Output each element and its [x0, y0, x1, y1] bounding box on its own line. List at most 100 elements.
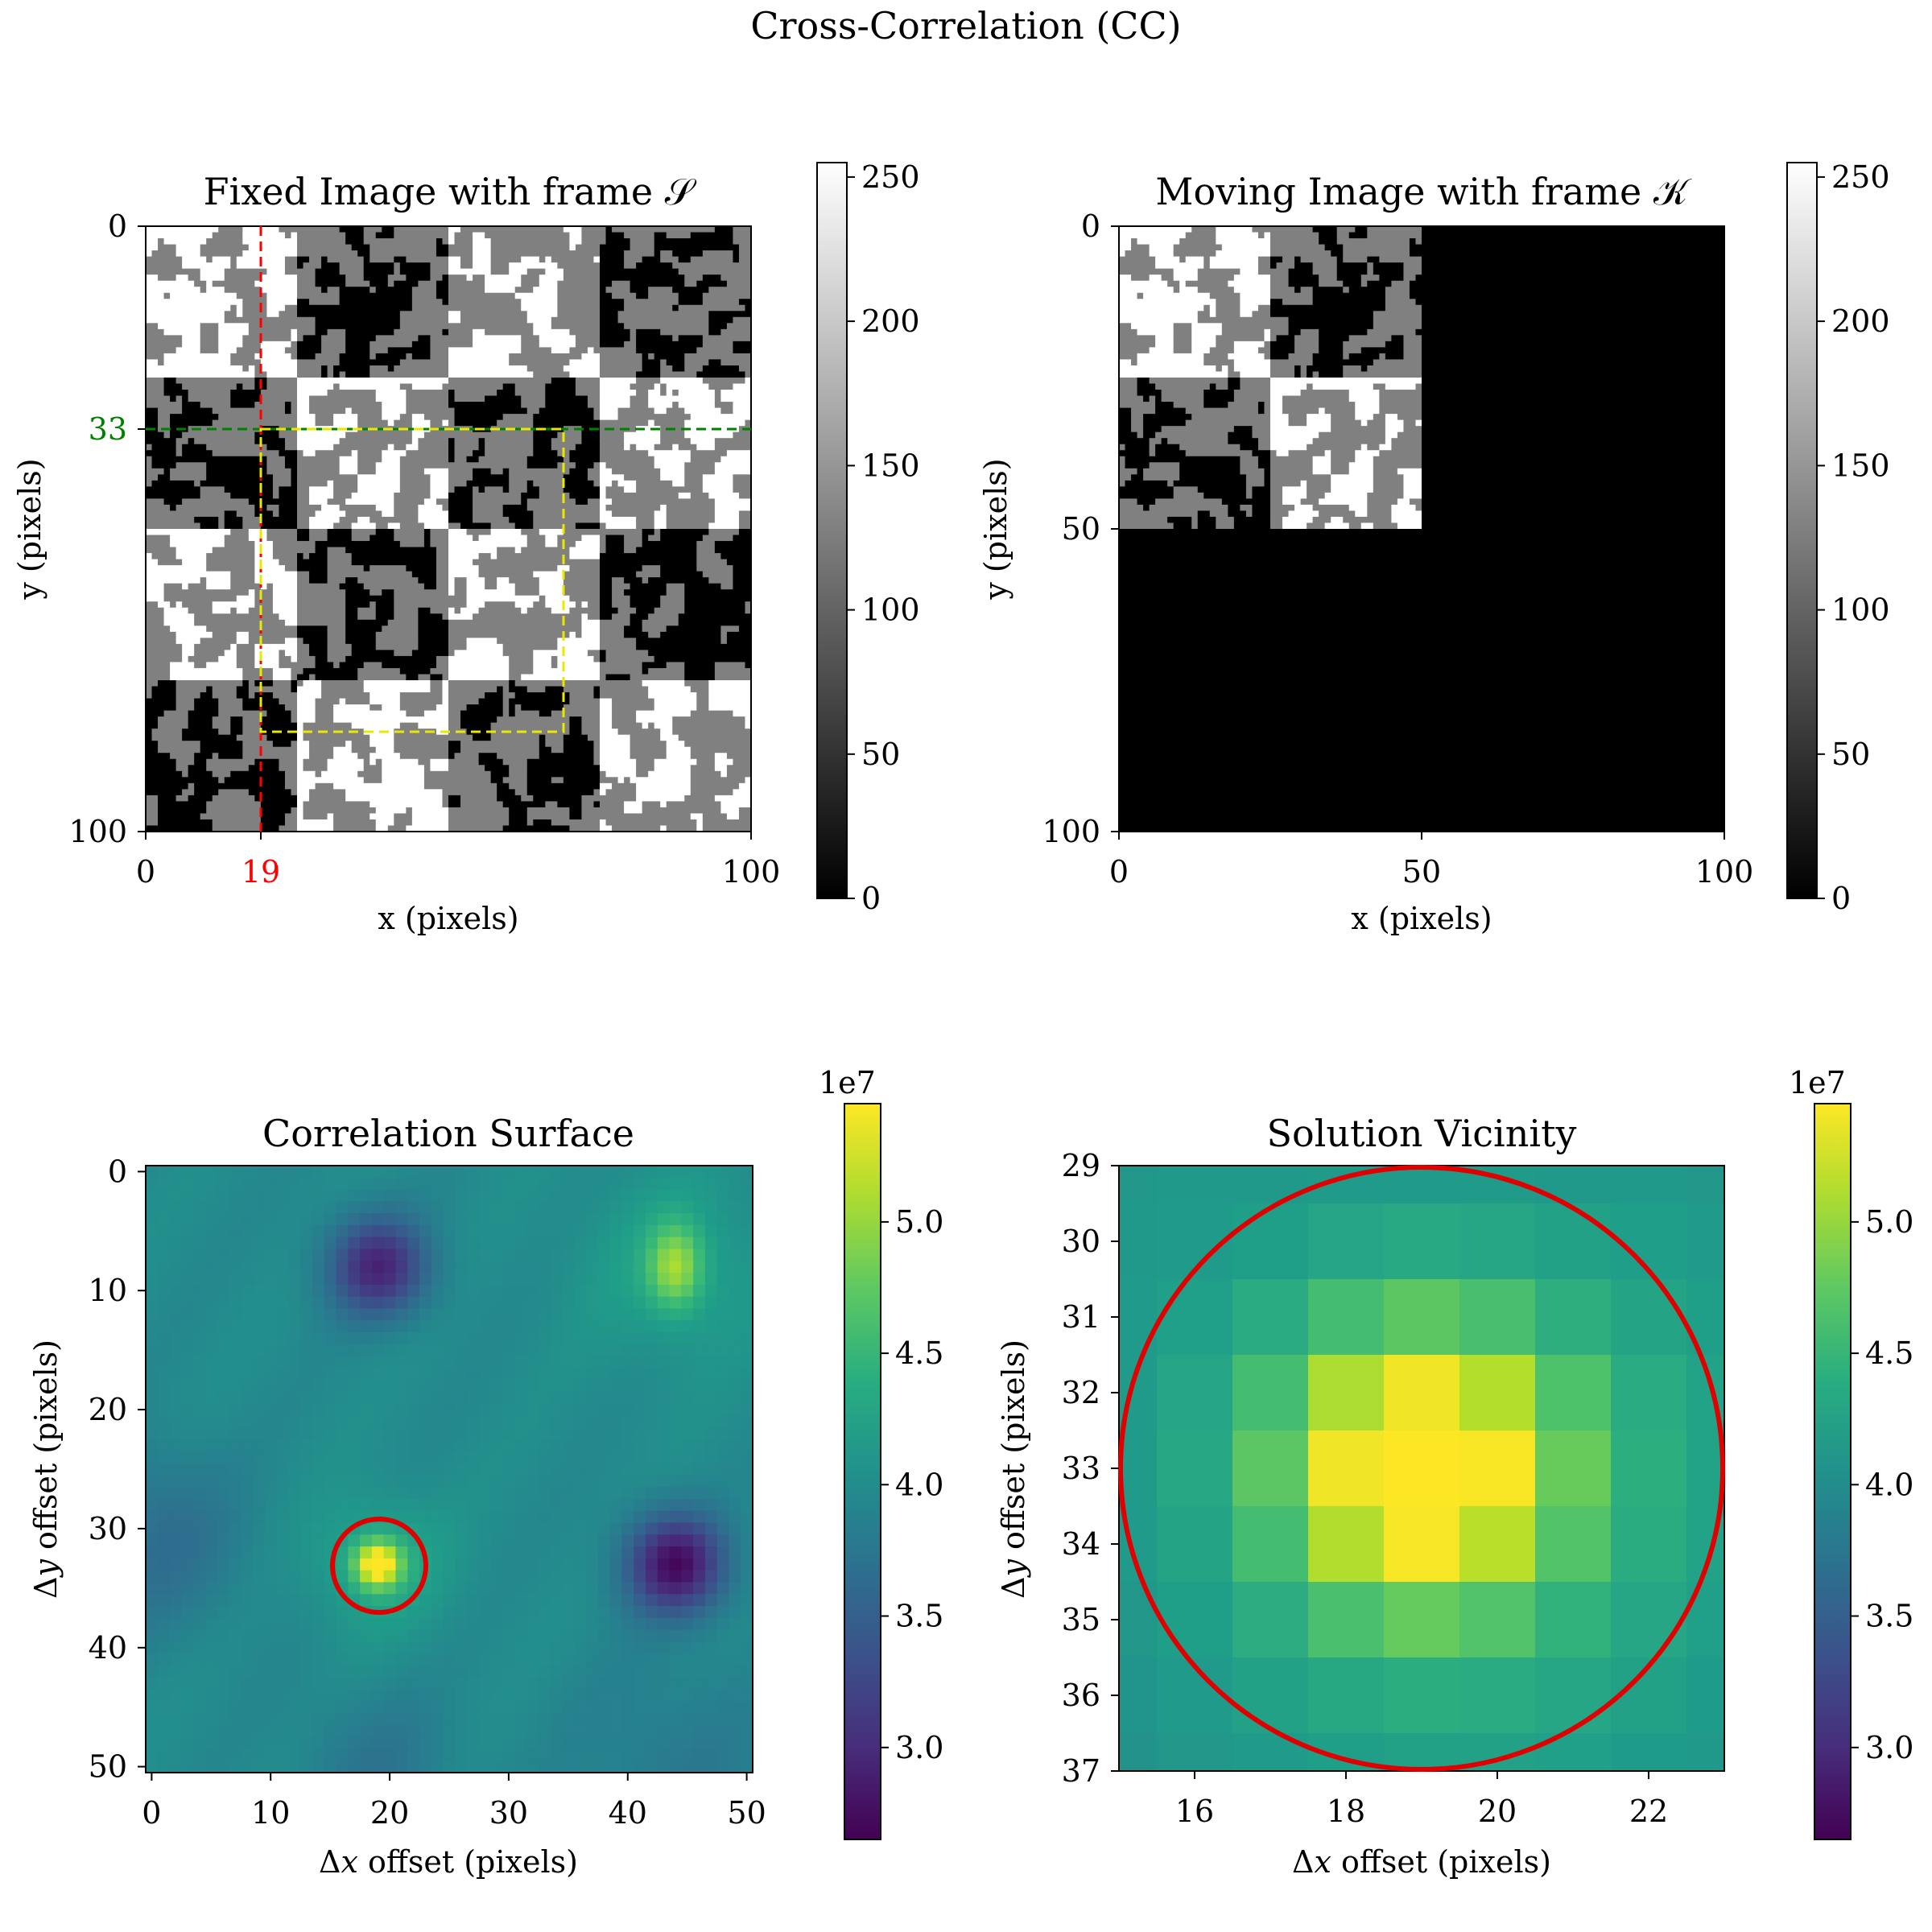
pixel-run — [1422, 316, 1725, 324]
pixel-run — [1161, 426, 1235, 433]
correlation-cell — [657, 1629, 671, 1642]
pixel-run — [448, 250, 473, 258]
pixel-run — [600, 746, 631, 753]
pixel-run — [321, 262, 341, 270]
correlation-cell — [609, 1475, 622, 1488]
pixel-run — [1367, 226, 1422, 233]
correlation-cell — [324, 1261, 337, 1274]
pixel-run — [605, 287, 631, 294]
pixel-run — [375, 287, 413, 294]
correlation-cell — [693, 1487, 706, 1500]
correlation-cell — [693, 1261, 706, 1274]
correlation-cell — [348, 1201, 361, 1214]
pixel-run — [600, 698, 613, 705]
pixel-run — [600, 801, 625, 808]
pixel-run — [600, 304, 625, 312]
pixel-run — [363, 765, 382, 772]
correlation-cell — [407, 1641, 420, 1654]
correlation-cell — [300, 1296, 313, 1310]
correlation-cell — [312, 1177, 325, 1191]
pixel-run — [339, 292, 413, 299]
correlation-cell — [455, 1558, 468, 1571]
correlation-cell — [157, 1487, 171, 1500]
correlation-cell — [514, 1391, 527, 1405]
pixel-run — [315, 662, 334, 669]
correlation-cell — [693, 1594, 706, 1607]
pixel-run — [394, 504, 419, 512]
correlation-cell — [729, 1641, 741, 1654]
pixel-run — [448, 741, 461, 748]
pixel-run — [163, 238, 207, 246]
correlation-cell — [621, 1296, 634, 1310]
correlation-cell — [443, 1641, 456, 1654]
pixel-run — [600, 292, 613, 299]
pixel-run — [297, 262, 304, 270]
correlation-cell — [634, 1570, 646, 1583]
correlation-cell — [348, 1582, 361, 1595]
correlation-cell — [704, 1249, 718, 1261]
correlation-cell — [253, 1201, 266, 1214]
pixel-run — [509, 359, 570, 366]
pixel-run — [1403, 480, 1422, 487]
pixel-run — [146, 516, 195, 524]
pixel-run — [1282, 498, 1302, 506]
pixel-run — [738, 782, 752, 790]
pixel-run — [284, 462, 298, 469]
pixel-run — [399, 468, 425, 475]
correlation-cell — [276, 1166, 290, 1179]
correlation-cell — [562, 1546, 575, 1559]
pixel-run — [254, 795, 298, 802]
pixel-run — [600, 825, 613, 832]
pixel-run — [1415, 328, 1725, 336]
correlation-cell — [229, 1284, 242, 1298]
correlation-cell — [514, 1534, 527, 1547]
pixel-run — [1355, 510, 1368, 518]
correlation-cell — [146, 1320, 159, 1333]
pixel-run — [297, 795, 310, 802]
correlation-cell — [264, 1606, 278, 1619]
pixel-run — [714, 541, 752, 548]
pixel-run — [1119, 529, 1725, 536]
pixel-run — [636, 571, 661, 578]
pixel-run — [442, 299, 449, 306]
correlation-cell — [716, 1296, 730, 1310]
pixel-run — [733, 232, 752, 239]
correlation-cell — [336, 1391, 349, 1405]
pixel-run — [284, 650, 298, 657]
pixel-run — [666, 625, 721, 633]
moving-ytick-0: 0 — [1081, 208, 1100, 244]
pixel-run — [369, 341, 413, 348]
correlation-cell — [467, 1284, 480, 1298]
correlation-cell — [276, 1570, 290, 1583]
pixel-run — [188, 782, 195, 790]
moving-colorbar-gradient — [1786, 162, 1818, 899]
correlation-cell — [146, 1665, 159, 1678]
correlation-cell — [741, 1475, 753, 1488]
correlation-cell — [419, 1380, 432, 1393]
pixel-run — [369, 371, 449, 378]
pixel-run — [448, 643, 468, 650]
correlation-cell — [574, 1273, 587, 1286]
pixel-run — [587, 601, 601, 609]
pixel-run — [654, 510, 667, 518]
correlation-cell — [204, 1439, 218, 1452]
correlation-cell — [681, 1380, 694, 1393]
pixel-run — [194, 789, 219, 796]
pixel-run — [418, 607, 431, 614]
correlation-cell — [681, 1189, 694, 1202]
pixel-run — [394, 444, 407, 451]
pixel-run — [600, 426, 637, 433]
correlation-cell — [514, 1261, 527, 1274]
correlation-cell — [407, 1498, 420, 1512]
pixel-run — [146, 419, 159, 427]
correlation-cell — [693, 1296, 706, 1310]
pixel-run — [272, 492, 280, 499]
correlation-cell — [657, 1606, 671, 1619]
pixel-run — [279, 698, 298, 705]
pixel-run — [600, 625, 625, 633]
correlation-cell — [371, 1546, 385, 1559]
correlation-cell — [490, 1368, 504, 1381]
pixel-run — [502, 825, 570, 832]
correlation-cell — [502, 1331, 515, 1345]
correlation-cell — [419, 1284, 432, 1298]
